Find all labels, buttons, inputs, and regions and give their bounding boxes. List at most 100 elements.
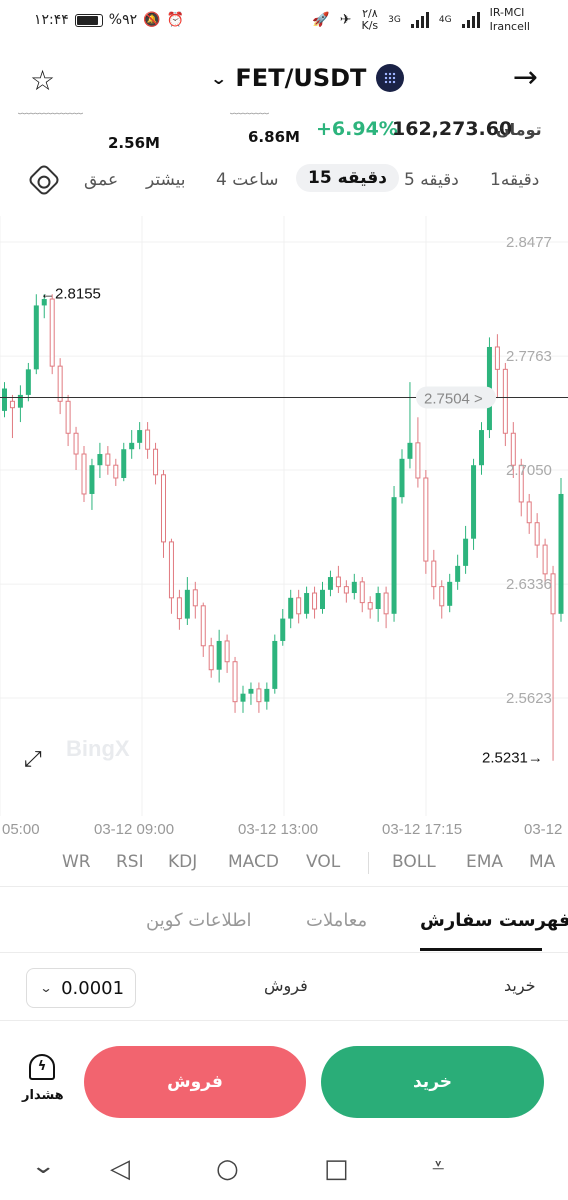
tab-coin-info[interactable]: اطلاعات کوین (146, 910, 252, 931)
candle-body (216, 640, 222, 670)
separator (368, 852, 369, 874)
x-tick-label: 03-12 13:00 (238, 821, 318, 838)
tab-5m[interactable]: دقیقه 5 (404, 170, 459, 190)
candle-body (518, 464, 524, 503)
header: ☆ ⌄ FET/USDT → (0, 56, 568, 104)
carrier-1: IR-MCI (489, 6, 525, 19)
volume-value: 6.86M (248, 128, 300, 146)
notification-shade-icon[interactable]: ⩡ (432, 1154, 445, 1179)
candle-body (550, 573, 556, 615)
candle-body (359, 581, 365, 604)
indicator-boll[interactable]: BOLL (392, 852, 436, 872)
candle-body (113, 464, 119, 479)
candle-body (168, 541, 174, 599)
x-tick-label: 05:00 (2, 821, 40, 838)
candle-body (343, 586, 349, 594)
tab-more[interactable]: بیشتر (146, 170, 186, 190)
candle-body (407, 442, 413, 459)
currency-label: تومان (496, 120, 542, 139)
indicator-kdj[interactable]: KDJ (168, 852, 198, 872)
candle-body (2, 388, 7, 411)
tab-1m[interactable]: دقیقه1 (490, 170, 540, 190)
indicator-wr[interactable]: WR (62, 852, 91, 872)
candle-body (327, 577, 333, 590)
indicator-ema[interactable]: EMA (466, 852, 504, 872)
telegram-icon: ✈ (339, 12, 352, 28)
speed-unit: K/s (361, 19, 379, 32)
candle-body (272, 640, 278, 689)
indicator-rsi[interactable]: RSI (116, 852, 144, 872)
indicator-vol[interactable]: VOL (306, 852, 341, 872)
buy-button[interactable]: خرید (321, 1046, 544, 1118)
tab-trades[interactable]: معاملات (306, 910, 368, 931)
candle-body (280, 618, 286, 641)
low-price-label: 2.5231→ (482, 750, 543, 767)
network-speed: ۲/۸ K/s (362, 8, 379, 32)
candle-body (455, 565, 461, 582)
candle-body (25, 369, 31, 395)
candle-body (423, 477, 429, 562)
divider (0, 952, 568, 953)
candle-body (89, 465, 95, 494)
back-icon[interactable]: ◁ (110, 1154, 130, 1184)
candle-body (391, 497, 397, 614)
pair-selector[interactable]: ⌄ FET/USDT (209, 64, 405, 92)
candle-body (129, 442, 135, 450)
tab-4h[interactable]: ساعت 4 (216, 170, 279, 190)
indicator-ma[interactable]: MA (529, 852, 556, 872)
candle-body (494, 346, 500, 370)
precision-select[interactable]: ⌄ 0.0001 (26, 968, 136, 1008)
chevron-down-icon: ⌄ (209, 68, 228, 88)
mute-icon: 🔕 (143, 12, 161, 28)
recents-icon[interactable]: □ (324, 1154, 349, 1184)
candle-body (447, 581, 453, 606)
rocket-icon: 🚀 (312, 12, 330, 28)
x-tick-label: 03-12 (524, 821, 562, 838)
candle-body (312, 592, 318, 610)
chart-svg[interactable]: BingX 2.7504 > 2.8477 2.7763 2.7050 2.6336 2.5… (0, 216, 568, 840)
y-tick-label: 2.6336 (506, 576, 552, 593)
expand-icon[interactable]: ⤢ (24, 747, 42, 772)
order-book-header: ⌄ 0.0001 فروش خرید (0, 964, 568, 1010)
candle-body (57, 365, 63, 402)
battery-level: %۹۲ (108, 12, 138, 28)
pair-title: FET/USDT (235, 64, 367, 92)
candle-body (192, 589, 198, 607)
candle-body (137, 430, 143, 443)
current-price-label: 2.7504 > (424, 390, 483, 407)
arrow-right-icon[interactable]: → (512, 60, 538, 95)
alarm-clock-icon: ⏰ (166, 12, 185, 28)
tab-order-book[interactable]: فهرست سفارش (420, 910, 568, 931)
volume-value: 2.56M (108, 134, 160, 152)
precision-value: 0.0001 (61, 977, 125, 999)
candle-body (335, 576, 341, 588)
tab-15m[interactable]: دقیقه 15 (296, 164, 399, 192)
active-tab-indicator (420, 948, 542, 951)
divider (0, 1020, 568, 1021)
sell-button[interactable]: فروش (84, 1046, 306, 1118)
indicator-macd[interactable]: MACD (228, 852, 279, 872)
favorite-star-icon[interactable]: ☆ (30, 64, 56, 97)
faded-label-icon: ﹏﹏﹏﹏﹏ (18, 104, 84, 117)
sim2-type: 4G (438, 15, 452, 25)
candle-body (240, 693, 246, 702)
tab-depth[interactable]: عمق (84, 170, 119, 190)
chevron-down-icon: ⌄ (39, 981, 53, 995)
alarm-button[interactable]: ϟ هشدار (22, 1054, 64, 1103)
candle-body (479, 430, 484, 466)
candle-body (256, 688, 262, 703)
market-stats: ﹏﹏﹏﹏﹏ ﹏﹏﹏ 2.56M 6.86M +6.94% 162,273.60 … (0, 104, 568, 156)
candle-body (224, 640, 230, 663)
candlestick-chart[interactable]: BingX 2.7504 > 2.8477 2.7763 2.7050 2.6336 2.5… (0, 216, 568, 840)
price-value: 162,273.60 (392, 118, 513, 140)
candle-body (320, 589, 325, 610)
candle-body (463, 538, 469, 566)
candle-body (558, 493, 564, 614)
chevron-down-icon[interactable]: ⌄ (30, 1154, 57, 1179)
settings-icon[interactable] (27, 163, 61, 197)
status-bar: ۱۲:۴۴ %۹۲ 🔕 ⏰ 🚀 ✈ ۲/۸ K/s 3G 4G IR-MCI I… (0, 0, 568, 44)
candle-body (471, 465, 477, 539)
x-tick-label: 03-12 17:15 (382, 821, 462, 838)
y-tick-label: 2.8477 (506, 234, 552, 251)
home-icon[interactable]: ○ (216, 1154, 239, 1184)
